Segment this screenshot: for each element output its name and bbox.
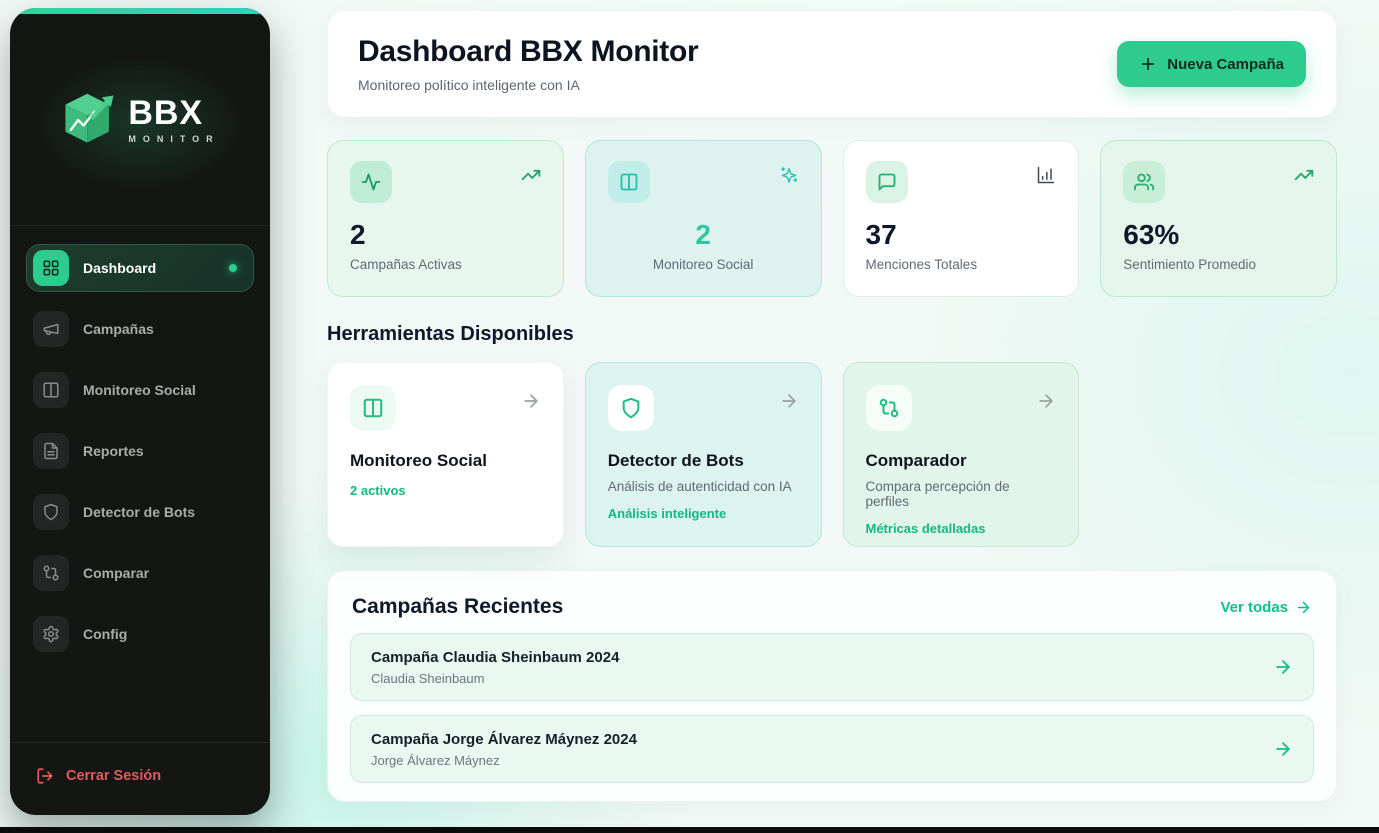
tool-tag: Análisis inteligente	[607, 506, 727, 521]
view-all-label: Ver todas	[1220, 598, 1288, 616]
brand-tagline: MONITOR	[128, 133, 220, 144]
stat-value: 63%	[1123, 219, 1180, 250]
stat-card-average-sentiment: 63% Sentimiento Promedio	[1100, 140, 1337, 297]
arrow-right-icon	[1295, 599, 1312, 616]
campaign-title: Campaña Claudia Sheinbaum 2024	[371, 648, 620, 666]
active-indicator-dot	[229, 264, 237, 272]
tool-title: Detector de Bots	[607, 451, 744, 470]
sidebar-item-dashboard[interactable]: Dashboard	[26, 244, 254, 292]
trending-up-icon	[521, 165, 541, 185]
columns-icon	[607, 161, 650, 203]
plus-icon	[1139, 55, 1157, 73]
sidebar-item-reportes[interactable]: Reportes	[26, 427, 254, 475]
gear-icon	[33, 616, 69, 652]
tool-title: Comparador	[865, 451, 967, 470]
sparkles-icon	[779, 165, 799, 185]
view-all-link[interactable]: Ver todas	[1220, 599, 1312, 616]
arrow-right-icon	[1273, 739, 1293, 759]
sidebar-item-campanas[interactable]: Campañas	[26, 305, 254, 353]
git-compare-icon	[865, 385, 912, 431]
page-subtitle: Monitoreo político inteligente con IA	[358, 77, 580, 93]
logout-icon	[36, 767, 54, 785]
campaign-subtitle: Claudia Sheinbaum	[371, 670, 485, 686]
stat-label: Campañas Activas	[350, 257, 462, 272]
sidebar: BBX MONITOR Dashboard Campañas Monitoreo…	[10, 8, 270, 815]
megaphone-icon	[33, 311, 69, 347]
campaign-subtitle: Jorge Álvarez Máynez	[371, 752, 500, 768]
trending-up-icon	[1294, 165, 1314, 185]
campaign-row[interactable]: Campaña Jorge Álvarez Máynez 2024 Jorge …	[350, 715, 1314, 783]
layout-grid-icon	[33, 250, 69, 286]
sidebar-item-label: Monitoreo Social	[83, 382, 196, 398]
tool-subtitle: Compara percepción de perfiles	[865, 479, 1010, 509]
tools-row: Monitoreo Social 2 activos Detector de B…	[327, 362, 1337, 547]
brand-logo: BBX MONITOR	[10, 14, 270, 226]
sidebar-footer: Cerrar Sesión	[10, 742, 270, 815]
sidebar-item-label: Campañas	[83, 321, 154, 337]
window-bottom-edge	[0, 827, 1379, 833]
sidebar-nav: Dashboard Campañas Monitoreo Social Repo…	[10, 226, 270, 742]
recent-campaigns-card: Campañas Recientes Ver todas Campaña Cla…	[327, 570, 1337, 802]
message-square-icon	[865, 161, 908, 203]
sidebar-item-detector-de-bots[interactable]: Detector de Bots	[26, 488, 254, 536]
stat-card-active-campaigns: 2 Campañas Activas	[327, 140, 564, 297]
sidebar-accent-bar	[10, 8, 270, 14]
sidebar-item-config[interactable]: Config	[26, 610, 254, 658]
new-campaign-label: Nueva Campaña	[1167, 55, 1284, 73]
main-content: Dashboard BBX Monitor Monitoreo político…	[327, 0, 1337, 802]
tool-tag: Métricas detalladas	[865, 521, 986, 536]
git-compare-icon	[33, 555, 69, 591]
page-title: Dashboard BBX Monitor	[358, 35, 699, 68]
bar-chart-icon	[1036, 165, 1056, 185]
tool-tag: 2 activos	[350, 483, 406, 498]
tools-section-title: Herramientas Disponibles	[327, 323, 574, 345]
campaign-title: Campaña Jorge Álvarez Máynez 2024	[371, 730, 637, 748]
tool-subtitle: Análisis de autenticidad con IA	[607, 479, 792, 494]
sidebar-item-label: Detector de Bots	[83, 504, 196, 520]
logout-label: Cerrar Sesión	[66, 768, 162, 784]
tool-title: Monitoreo Social	[350, 451, 487, 470]
tool-card-detector-de-bots[interactable]: Detector de Bots Análisis de autenticida…	[584, 362, 822, 547]
arrow-right-icon	[1273, 657, 1293, 677]
campaign-row[interactable]: Campaña Claudia Sheinbaum 2024 Claudia S…	[350, 633, 1314, 701]
logout-button[interactable]: Cerrar Sesión	[36, 767, 161, 785]
sidebar-item-label: Reportes	[83, 443, 144, 459]
sidebar-item-monitoreo-social[interactable]: Monitoreo Social	[26, 366, 254, 414]
stat-card-total-mentions: 37 Menciones Totales	[842, 140, 1080, 297]
new-campaign-button[interactable]: Nueva Campaña	[1117, 41, 1306, 87]
file-text-icon	[33, 433, 69, 469]
stat-value: 2	[695, 219, 711, 250]
users-icon	[1123, 161, 1166, 203]
stat-label: Menciones Totales	[865, 257, 978, 272]
stat-value: 37	[865, 219, 897, 250]
stat-value: 2	[350, 219, 366, 250]
arrow-right-icon	[521, 391, 541, 411]
sidebar-item-comparar[interactable]: Comparar	[26, 549, 254, 597]
bbx-cube-icon	[60, 90, 118, 150]
arrow-right-icon	[779, 391, 799, 411]
sidebar-item-label: Comparar	[83, 565, 150, 581]
stats-row: 2 Campañas Activas 2 Monitoreo Social	[327, 140, 1337, 297]
sidebar-item-label: Config	[83, 626, 128, 642]
sidebar-item-label: Dashboard	[83, 260, 157, 276]
stat-card-social-monitoring: 2 Monitoreo Social	[584, 140, 822, 297]
stat-label: Sentimiento Promedio	[1123, 257, 1257, 272]
brand-name: BBX	[128, 93, 204, 132]
page-header-card: Dashboard BBX Monitor Monitoreo político…	[327, 10, 1337, 118]
tool-card-monitoreo-social[interactable]: Monitoreo Social 2 activos	[327, 362, 564, 547]
shield-icon	[33, 494, 69, 530]
stat-label: Monitoreo Social	[652, 257, 754, 272]
columns-icon	[350, 385, 396, 431]
arrow-right-icon	[1036, 391, 1056, 411]
tool-card-comparador[interactable]: Comparador Compara percepción de perfile…	[842, 362, 1080, 547]
shield-icon	[607, 385, 654, 431]
activity-icon	[350, 161, 392, 203]
columns-icon	[33, 372, 69, 408]
recent-campaigns-title: Campañas Recientes	[352, 595, 564, 618]
